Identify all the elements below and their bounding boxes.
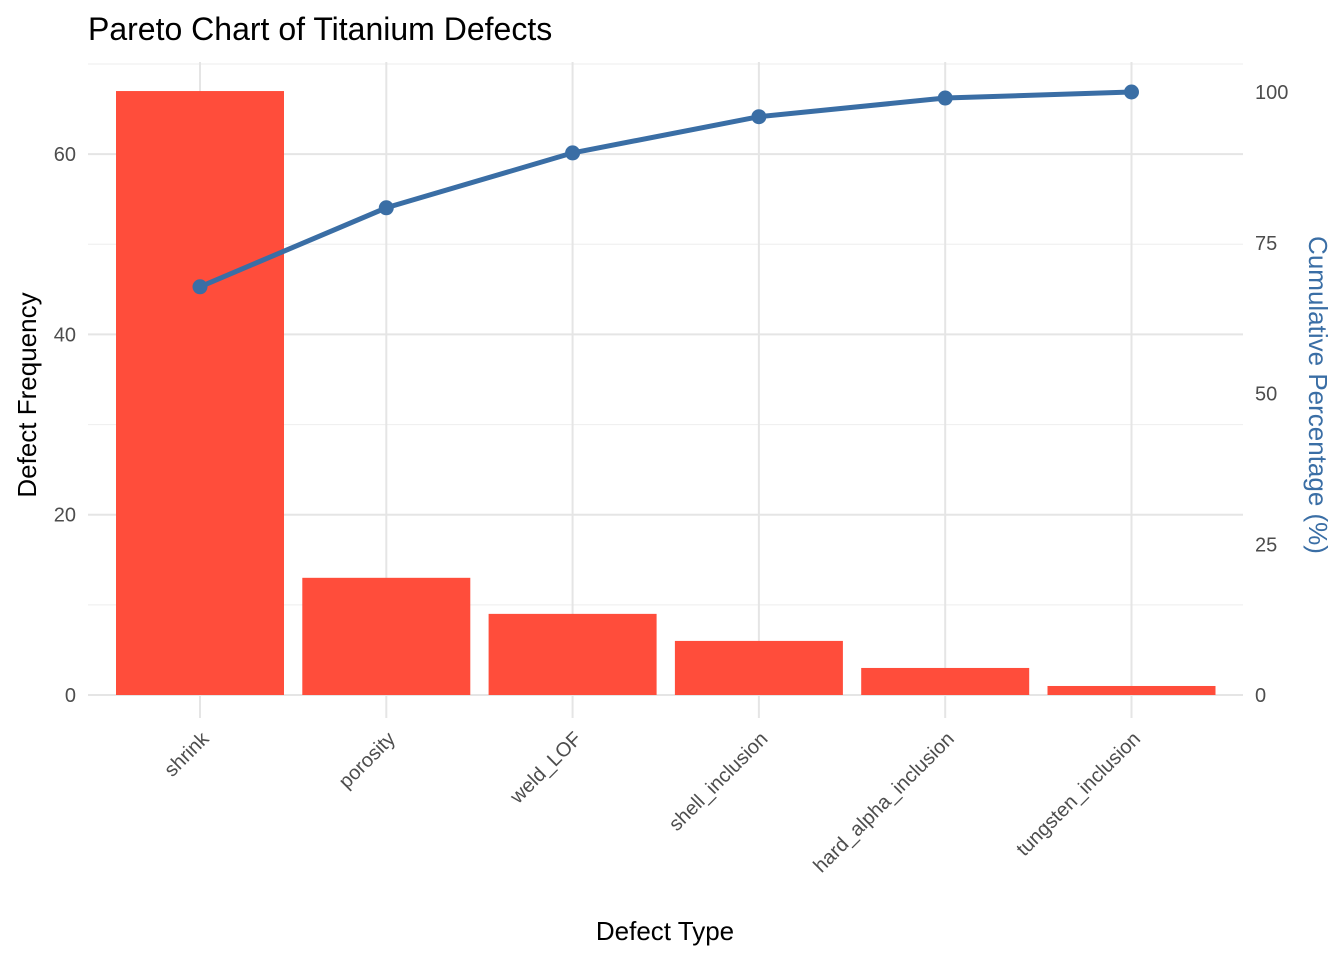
y-axis-left-ticks: 0 20 40 60 — [54, 144, 76, 707]
bar-porosity — [302, 577, 471, 695]
bar-weld_LOF — [488, 613, 657, 695]
y-tick-label: 0 — [65, 685, 76, 707]
y2-tick-label: 0 — [1255, 685, 1266, 707]
bar-shell_inclusion — [674, 640, 843, 695]
cumulative-line — [192, 84, 1139, 295]
x-tick-label: tungsten_inclusion — [1012, 728, 1145, 861]
cumulative-point-shell_inclusion — [751, 109, 767, 125]
x-tick-label: shrink — [160, 727, 214, 781]
y-tick-label: 60 — [54, 144, 76, 166]
y-axis-title: Defect Frequency — [12, 292, 42, 497]
cumulative-point-tungsten_inclusion — [1124, 84, 1139, 100]
x-tick-label: shell_inclusion — [665, 728, 773, 836]
y2-axis-title: Cumulative Percentage (%) — [1303, 236, 1333, 554]
y2-tick-label: 50 — [1255, 384, 1277, 406]
bar-shrink — [116, 91, 284, 696]
cumulative-point-weld_LOF — [565, 145, 581, 161]
y-tick-label: 20 — [54, 505, 76, 527]
y2-tick-label: 100 — [1255, 82, 1288, 104]
cumulative-point-hard_alpha_inclusion — [937, 90, 953, 106]
cumulative-polyline — [199, 89, 1132, 290]
y2-tick-label: 25 — [1255, 534, 1277, 556]
x-tick-label: porosity — [335, 728, 400, 793]
x-tick-label: weld_LOF — [505, 728, 586, 809]
x-axis-ticks: shrink porosity weld_LOF shell_inclusion har… — [160, 727, 1145, 877]
x-axis-title: Defect Type — [596, 916, 734, 946]
bars — [116, 91, 1216, 696]
cumulative-point-shrink — [192, 279, 208, 295]
chart-title: Pareto Chart of Titanium Defects — [88, 11, 552, 47]
bar-tungsten_inclusion — [1047, 685, 1216, 695]
x-tick-label: hard_alpha_inclusion — [810, 728, 959, 877]
y-tick-label: 40 — [54, 324, 76, 346]
cumulative-point-porosity — [378, 200, 394, 216]
y2-tick-label: 75 — [1255, 233, 1277, 255]
bar-hard_alpha_inclusion — [861, 667, 1030, 695]
y-axis-right-ticks: 0 25 50 75 100 — [1255, 82, 1288, 707]
